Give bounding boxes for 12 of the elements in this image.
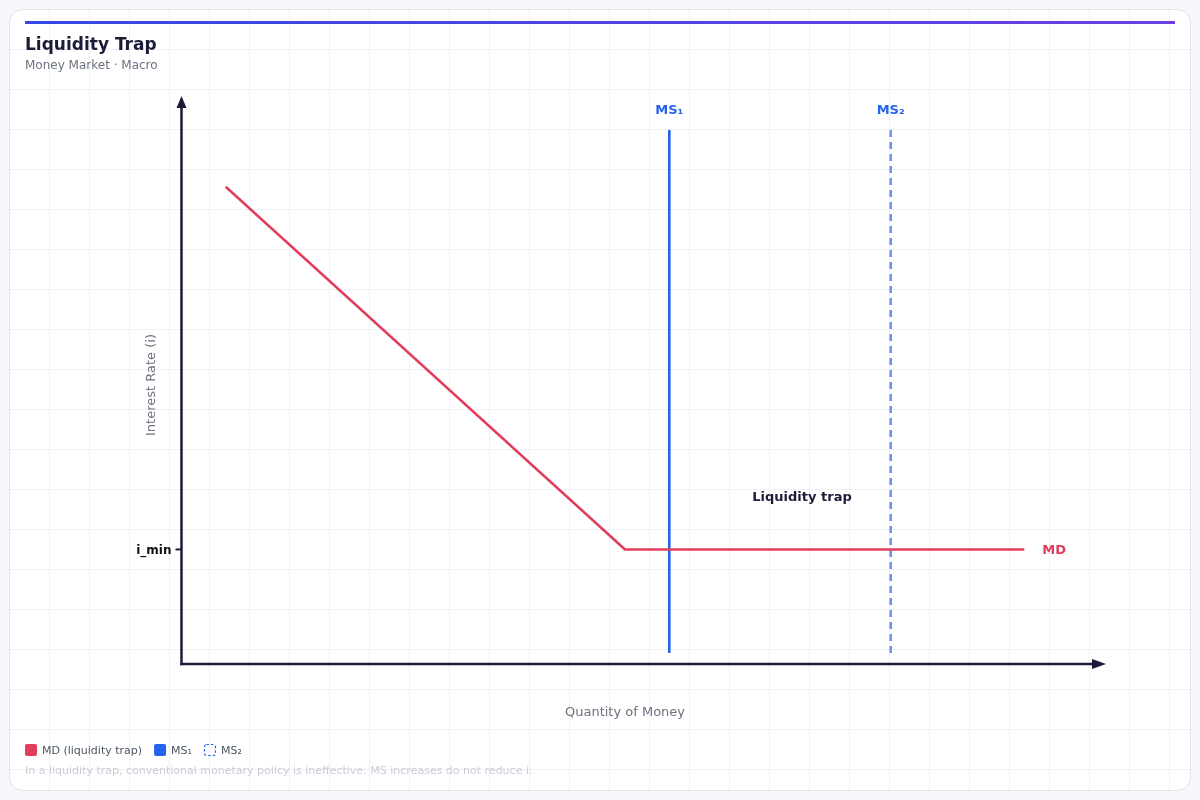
- annotation: Liquidity trap: [752, 488, 852, 504]
- text: MS₁: [171, 744, 192, 757]
- chart-subtitle: Money Market · Macro: [25, 58, 158, 72]
- x-axis-title: Quantity of Money: [564, 704, 686, 719]
- chart-title: Liquidity Trap: [25, 34, 157, 54]
- text: MS₁: [655, 102, 684, 117]
- text: MS₂: [876, 102, 905, 117]
- text: i_min: [136, 542, 172, 558]
- y-axis-title: Interest Rate (i): [142, 334, 158, 436]
- text: MS₂: [220, 744, 242, 757]
- annotation: MD: [1042, 542, 1067, 557]
- legend-label: MD (liquidity trap): [42, 744, 143, 757]
